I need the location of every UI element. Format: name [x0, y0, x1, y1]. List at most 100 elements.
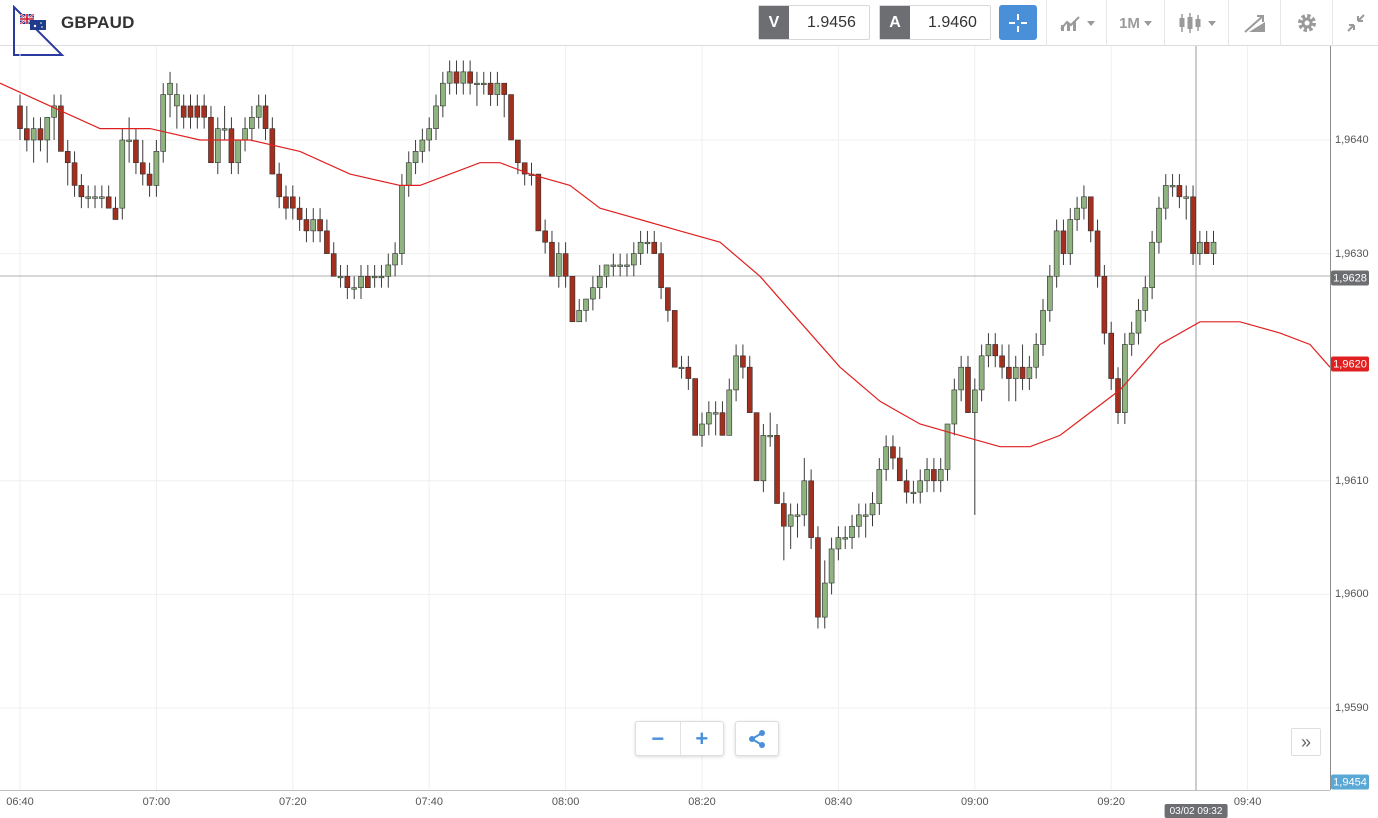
- candle: [242, 117, 248, 152]
- candle: [385, 253, 392, 288]
- candle: [1176, 174, 1183, 209]
- candle: [740, 344, 746, 379]
- candle: [617, 253, 623, 277]
- candle: [965, 355, 971, 413]
- collapse-button[interactable]: [1332, 0, 1378, 46]
- candle: [1115, 367, 1121, 424]
- candle: [174, 83, 180, 129]
- candle: [344, 264, 351, 300]
- candle: [1087, 196, 1094, 243]
- drawing-corner-icon: [13, 5, 65, 56]
- zoom-in-button[interactable]: +: [679, 722, 724, 755]
- candle: [440, 71, 446, 118]
- candle: [624, 253, 630, 277]
- price-chart[interactable]: [0, 46, 1330, 790]
- zoom-out-icon: −: [651, 725, 665, 751]
- timeframe-button[interactable]: 1M: [1106, 0, 1164, 46]
- chart-type-button[interactable]: [1046, 0, 1106, 46]
- candle: [1047, 264, 1053, 322]
- candle: [917, 469, 924, 504]
- zoom-out-button[interactable]: −: [636, 722, 680, 755]
- candle: [651, 230, 658, 254]
- x-tick-label: 09:40: [1233, 796, 1262, 808]
- candle: [849, 514, 855, 549]
- candle: [815, 526, 821, 629]
- x-tick-label: 07:40: [415, 796, 443, 808]
- candle: [446, 60, 453, 95]
- candle: [555, 242, 562, 288]
- candle: [1060, 219, 1067, 265]
- candle: [426, 117, 433, 152]
- candle: [187, 94, 194, 129]
- candle: [1149, 230, 1155, 300]
- y-tick-label: 1,9590: [1335, 702, 1369, 714]
- bid-price-button[interactable]: V 1.9456: [758, 5, 870, 40]
- candle: [719, 401, 726, 436]
- y-tick-label: 1,9600: [1335, 588, 1369, 601]
- candle: [337, 264, 344, 288]
- scroll-right-button[interactable]: »: [1291, 728, 1321, 756]
- candle: [549, 230, 555, 277]
- candle: [208, 105, 214, 164]
- candle: [856, 503, 862, 538]
- candle: [610, 253, 617, 277]
- candles-button[interactable]: [1164, 0, 1228, 46]
- candle: [760, 424, 767, 493]
- timeframe-label: 1M: [1119, 14, 1140, 32]
- y-tick-label: 1,9640: [1335, 134, 1369, 146]
- candle: [1156, 196, 1162, 254]
- candle: [167, 71, 173, 118]
- candle: [944, 423, 951, 481]
- candle: [1053, 219, 1060, 288]
- ask-price-button[interactable]: A 1.9460: [879, 5, 991, 40]
- candle: [453, 60, 460, 95]
- candle: [310, 208, 317, 243]
- candle: [910, 480, 917, 504]
- candle: [521, 162, 528, 186]
- flag-icon: [20, 14, 46, 30]
- candle: [262, 94, 269, 140]
- candle: [658, 242, 664, 300]
- moving-average-tag: 1,9620: [1331, 356, 1369, 372]
- share-button[interactable]: [735, 721, 779, 756]
- drawing-tools-button[interactable]: [1228, 0, 1280, 46]
- ask-value: 1.9460: [928, 13, 977, 31]
- candle: [774, 424, 780, 504]
- settings-button[interactable]: [1280, 0, 1332, 46]
- candle: [1094, 219, 1101, 288]
- candle: [1012, 355, 1019, 402]
- candle: [51, 94, 57, 140]
- candle: [289, 185, 296, 220]
- bid-tag: V: [759, 6, 789, 39]
- candle: [146, 162, 153, 197]
- candle: [862, 503, 869, 538]
- candle: [794, 503, 801, 538]
- candle: [37, 117, 44, 152]
- candle: [665, 287, 671, 322]
- y-axis-line: [1330, 46, 1331, 790]
- candle: [1135, 299, 1142, 345]
- crosshair-button[interactable]: [999, 5, 1037, 40]
- candle: [1081, 185, 1087, 220]
- candle: [835, 526, 842, 561]
- candle: [535, 173, 542, 232]
- ask-tag: A: [880, 6, 910, 39]
- chart-type-caret-icon: [1086, 20, 1095, 26]
- candle: [671, 310, 678, 368]
- candle: [1019, 344, 1026, 390]
- candle: [85, 185, 91, 209]
- candle: [787, 503, 794, 549]
- candle: [78, 174, 85, 209]
- candles-group: [17, 60, 1217, 629]
- candle: [474, 71, 480, 106]
- candle: [371, 264, 378, 288]
- candle: [228, 117, 235, 175]
- candle: [637, 230, 644, 265]
- candle: [180, 94, 187, 129]
- candle: [133, 128, 139, 175]
- candles-caret-icon: [1207, 20, 1216, 26]
- candle: [842, 526, 849, 549]
- candle: [1203, 230, 1210, 254]
- candle: [358, 264, 364, 300]
- cursor-time-tag: 03/02 09:32: [1164, 804, 1228, 818]
